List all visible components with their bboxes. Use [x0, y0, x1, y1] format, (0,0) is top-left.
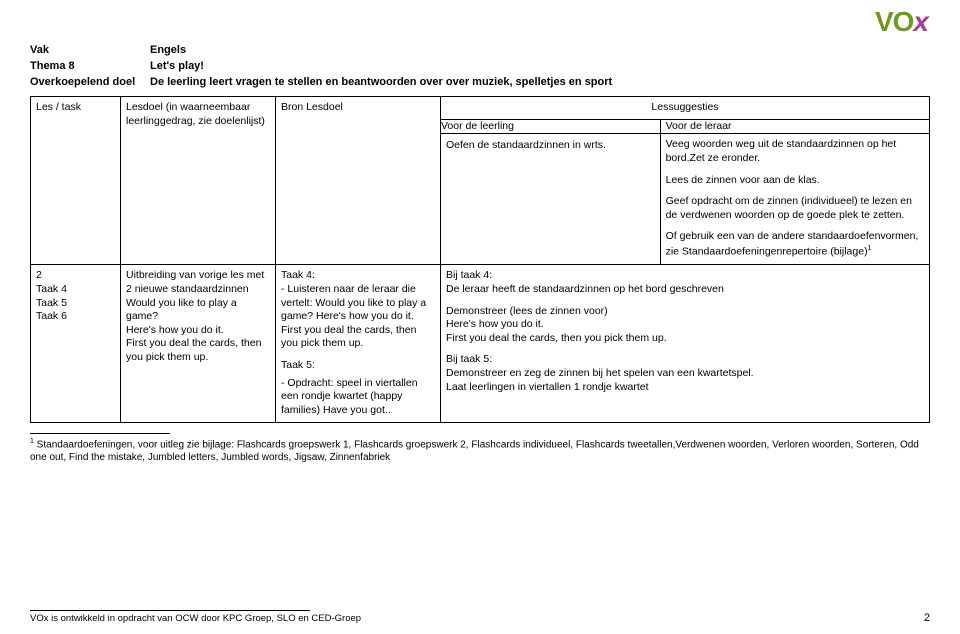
- row1-right-p3: Geef opdracht om de zinnen (individueel)…: [666, 195, 924, 222]
- row2-col4: Bij taak 4: De leraar heeft de standaard…: [441, 265, 930, 422]
- row2-col4-t4: Bij taak 4:: [446, 269, 924, 283]
- row1-right-p2: Lees de zinnen voor aan de klas.: [666, 174, 924, 188]
- row2-col2: Uitbreiding van vorige les met 2 nieuwe …: [121, 265, 276, 422]
- footnote-text: Standaardoefeningen, voor uitleg zie bij…: [30, 439, 919, 463]
- row2-col3-t5: Taak 5:: [281, 359, 435, 373]
- row2-col3: Taak 4: - Luisteren naar de leraar die v…: [276, 265, 441, 422]
- row2-col2-3: Here's how you do it.: [126, 324, 270, 338]
- row2-col4-t5p2: Laat leerlingen in viertallen 1 rondje k…: [446, 381, 924, 395]
- footer-left: VOx is ontwikkeld in opdracht van OCW do…: [30, 610, 361, 624]
- voor-leerling-hdr: Voor de leerling: [441, 120, 661, 134]
- col-lesdoel: Lesdoel (in waarneembaar leerlinggedrag,…: [121, 97, 276, 265]
- row1-right-p4: Of gebruik een van de andere standaardoe…: [666, 230, 924, 259]
- row2-col2-1: Uitbreiding van vorige les met 2 nieuwe …: [126, 269, 270, 296]
- main-table: Les / task Lesdoel (in waarneembaar leer…: [30, 96, 930, 423]
- row2-col3-t5p: - Opdracht: speel in viertallen een rond…: [281, 377, 435, 418]
- logo: VOx: [875, 6, 928, 38]
- row2-col2-4: First you deal the cards, then you pick …: [126, 337, 270, 364]
- row2-col3-t4: Taak 4:: [281, 269, 435, 283]
- row1-right-p4-sup: 1: [868, 245, 872, 252]
- footnote: 1 Standaardoefeningen, voor uitleg zie b…: [30, 433, 930, 464]
- row2-col1-2: Taak 4: [36, 283, 115, 297]
- page-number: 2: [924, 612, 930, 624]
- row2: 2 Taak 4 Taak 5 Taak 6 Uitbreiding van v…: [31, 265, 930, 422]
- overkoepelend-label: Overkoepelend doel: [30, 74, 150, 90]
- vak-label: Vak: [30, 42, 150, 58]
- voor-leraar-hdr: Voor de leraar: [661, 120, 929, 134]
- row2-col4-t4p1: De leraar heeft de standaardzinnen op he…: [446, 283, 924, 297]
- row1-right-p1: Veeg woorden weg uit de standaardzinnen …: [666, 138, 924, 165]
- row2-col1-1: 2: [36, 269, 115, 283]
- footer-text: VOx is ontwikkeld in opdracht van OCW do…: [30, 613, 361, 624]
- row2-col3-t4p: - Luisteren naar de leraar die vertelt: …: [281, 283, 435, 351]
- row1-right-p4-text: Of gebruik een van de andere standaardoe…: [666, 230, 919, 257]
- row1-content: Oefen de standaardzinnen in wrts. Veeg w…: [441, 134, 930, 265]
- row2-col1-3: Taak 5: [36, 297, 115, 311]
- row2-col4-t4p3: Here's how you do it.: [446, 318, 924, 332]
- footer: VOx is ontwikkeld in opdracht van OCW do…: [30, 610, 930, 624]
- row2-col4-t5: Bij taak 5:: [446, 353, 924, 367]
- footer-separator: [30, 610, 310, 611]
- overkoepelend-value: De leerling leert vragen te stellen en b…: [150, 74, 930, 90]
- thema-label: Thema 8: [30, 58, 150, 74]
- row1-left-text: Oefen de standaardzinnen in wrts.: [446, 139, 655, 153]
- col-bron: Bron Lesdoel: [276, 97, 441, 265]
- logo-x: x: [913, 6, 928, 37]
- sub-header-row: Voor de leerling Voor de leraar: [441, 119, 930, 134]
- row2-col2-2: Would you like to play a game?: [126, 297, 270, 324]
- row2-col1-4: Taak 6: [36, 310, 115, 324]
- col-lessuggesties: Lessuggesties: [441, 97, 930, 120]
- row2-col4-t4p2: Demonstreer (lees de zinnen voor): [446, 305, 924, 319]
- row2-col4-t5p1: Demonstreer en zeg de zinnen bij het spe…: [446, 367, 924, 381]
- footnote-separator: [30, 433, 170, 434]
- row2-col4-t4p4: First you deal the cards, then you pick …: [446, 332, 924, 346]
- row2-col1: 2 Taak 4 Taak 5 Taak 6: [31, 265, 121, 422]
- vak-value: Engels: [150, 42, 930, 58]
- header-table: Vak Engels Thema 8 Let's play! Overkoepe…: [30, 42, 930, 90]
- thema-value: Let's play!: [150, 58, 930, 74]
- col-les-task: Les / task: [31, 97, 121, 265]
- logo-main: VO: [875, 6, 913, 37]
